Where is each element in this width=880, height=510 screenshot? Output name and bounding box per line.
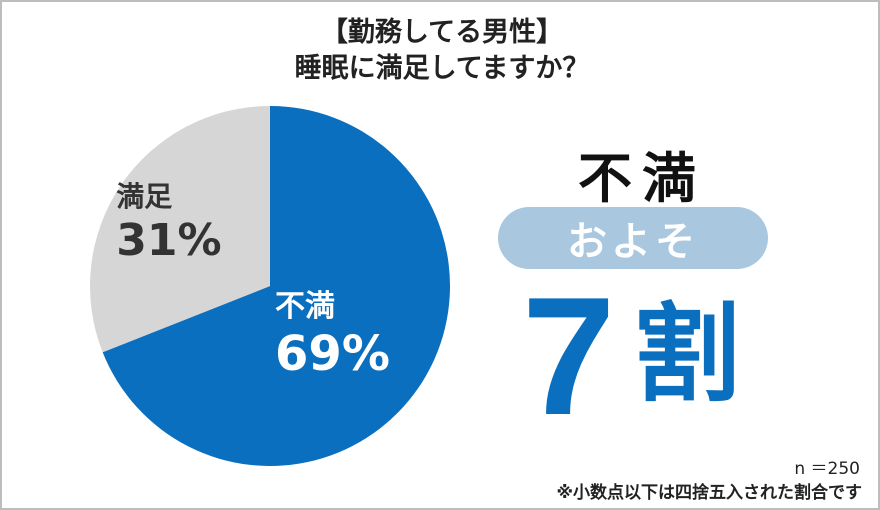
summary-unit: 割 [634,293,740,416]
summary-number: 7 [522,262,616,450]
summary-qualifier: およそ [567,219,699,265]
rounding-footnote: ※小数点以下は四捨五入された割合です [556,483,862,503]
slice-percent-satisfied: 31% [116,215,222,267]
pie-slice-satisfied [90,106,270,353]
pie-chart [90,106,450,466]
slice-label-dissatisfied: 不満 [275,289,336,325]
pie-slice-dissatisfied [102,106,450,466]
slice-label-satisfied: 満足 [116,180,173,214]
chart-title-line-2: 睡眠に満足してますか？ [294,53,590,84]
chart-title-line-1: 【勤務してる男性】 [320,17,564,48]
summary-word: 不満 [578,147,706,210]
sample-size-note: n ＝250 [794,459,860,479]
slice-percent-dissatisfied: 69% [275,326,390,383]
summary-qualifier-pill: およそ [498,207,768,269]
